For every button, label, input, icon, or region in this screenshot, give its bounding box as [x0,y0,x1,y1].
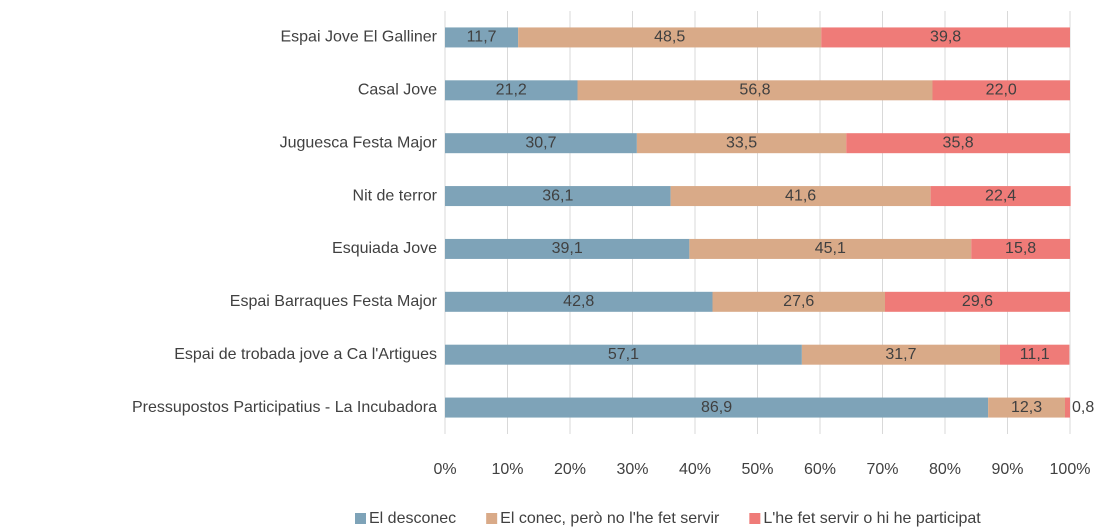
x-tick-label: 90% [991,461,1023,478]
x-tick-label: 40% [679,461,711,478]
bar-segment [885,291,1070,312]
bar-segment [930,186,1071,207]
bar-segment [445,27,519,48]
x-tick-label: 0% [433,461,456,478]
data-label: 22,0 [986,82,1017,99]
bar-segment [712,291,885,312]
data-label: 11,7 [467,29,497,46]
data-label: 41,6 [785,187,816,204]
data-label: 22,4 [985,187,1016,204]
data-label: 0,8 [1072,399,1094,416]
x-tick-label: 80% [929,461,961,478]
x-tick-label: 70% [866,461,898,478]
bar-segment [821,27,1070,48]
data-label: 31,7 [885,346,916,363]
y-tick-label: Esquiada Jove [332,240,437,257]
x-tick-label: 60% [804,461,836,478]
data-label: 30,7 [525,134,556,151]
bar-segment [445,344,802,365]
bar-segment [636,133,847,154]
legend-label: El conec, però no l'he fet servir [500,510,720,527]
data-label: 56,8 [739,82,770,99]
data-label: 27,6 [783,293,814,310]
x-tick-label: 30% [616,461,648,478]
bar-segment [577,80,933,101]
data-label: 45,1 [815,240,846,257]
bar-segment [988,397,1065,418]
bar-segment [445,291,713,312]
data-label: 35,8 [943,134,974,151]
bar-segment [689,238,972,259]
legend-label: El desconec [369,510,456,527]
data-label: 11,1 [1020,346,1050,363]
bar-segment [445,80,578,101]
legend-swatch [486,513,498,524]
bar-segment [445,238,690,259]
bar-segment [670,186,931,207]
data-label: 21,2 [496,82,527,99]
legend-swatch [749,513,761,524]
y-tick-label: Espai Barraques Festa Major [230,293,438,310]
bar-segment [1000,344,1070,365]
data-label: 48,5 [654,29,685,46]
data-label: 57,1 [608,346,639,363]
data-label: 86,9 [701,399,732,416]
bar-segment [445,186,671,207]
legend-label: L'he fet servir o hi he participat [763,510,981,527]
data-label: 39,8 [930,29,961,46]
y-tick-label: Pressupostos Participatius - La Incubado… [132,399,437,416]
y-tick-label: Juguesca Festa Major [280,134,438,151]
x-tick-label: 100% [1050,461,1091,478]
bar-segment [846,133,1070,154]
bar-segment [445,397,989,418]
x-tick-label: 50% [741,461,773,478]
data-label: 15,8 [1005,240,1036,257]
data-label: 36,1 [542,187,573,204]
data-label: 33,5 [726,134,757,151]
data-label: 12,3 [1011,399,1042,416]
data-label: 39,1 [552,240,583,257]
x-tick-label: 10% [491,461,523,478]
bar-segment [971,238,1070,259]
bar-segment [518,27,822,48]
data-label: 29,6 [962,293,993,310]
data-label: 42,8 [563,293,594,310]
y-tick-label: Casal Jove [358,82,437,99]
x-tick-label: 20% [554,461,586,478]
bar-segment [932,80,1070,101]
bar-segment [801,344,1000,365]
bar-segment [445,133,637,154]
y-tick-label: Nit de terror [353,187,438,204]
legend-swatch [355,513,366,524]
y-tick-label: Espai de trobada jove a Ca l'Artigues [174,346,437,363]
y-tick-label: Espai Jove El Galliner [280,29,437,46]
bar-segment [1065,397,1070,418]
